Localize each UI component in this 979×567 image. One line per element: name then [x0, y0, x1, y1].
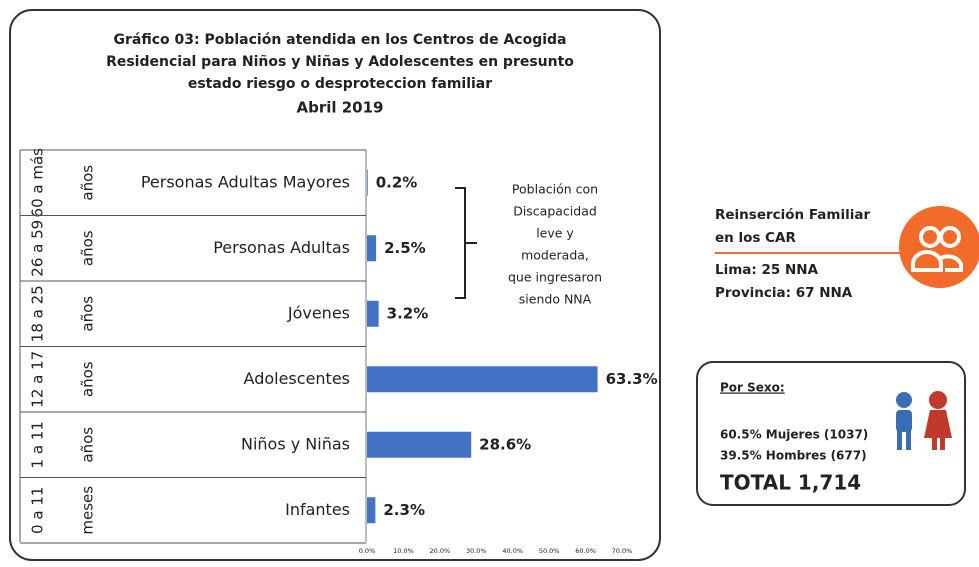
- value-label: 0.2%: [376, 173, 418, 191]
- age-group: meses: [79, 486, 97, 535]
- sex-line: 60.5% Mujeres (1037): [720, 428, 868, 442]
- age-group: 26 a 59: [29, 220, 47, 277]
- x-tick-label: 70.0%: [612, 547, 633, 555]
- bar: [367, 170, 368, 196]
- value-label: 28.6%: [479, 435, 531, 453]
- family-icon: [899, 206, 979, 288]
- annotation: Discapacidad: [513, 204, 597, 219]
- infographic: Gráfico 03: Población atendida en los Ce…: [0, 0, 979, 567]
- bar: [367, 366, 598, 392]
- age-group: 1 a 11: [29, 421, 47, 468]
- annotation: siendo NNA: [519, 292, 592, 307]
- annotation: leve y: [536, 226, 574, 241]
- chart-title: Residencial para Niños y Niñas y Adolesc…: [106, 54, 574, 70]
- value-label: 2.3%: [383, 501, 425, 519]
- chart-title: estado riesgo o desproteccion familiar: [188, 76, 492, 92]
- chart-subtitle: Abril 2019: [297, 99, 384, 117]
- age-group: años: [79, 361, 97, 397]
- x-tick-label: 50.0%: [539, 547, 560, 555]
- age-group: años: [79, 230, 97, 266]
- annotation: moderada,: [521, 248, 589, 263]
- category-label: Personas Adultas: [213, 238, 350, 257]
- reinsercion-line: Lima: 25 NNA: [715, 262, 819, 278]
- category-label: Jóvenes: [287, 303, 350, 322]
- age-group: años: [79, 165, 97, 201]
- category-label: Adolescentes: [244, 369, 350, 388]
- value-label: 2.5%: [384, 239, 426, 257]
- annotation: que ingresaron: [508, 270, 602, 285]
- reinsercion-line: Provincia: 67 NNA: [715, 285, 853, 301]
- bar: [367, 432, 471, 458]
- value-label: 63.3%: [606, 370, 658, 388]
- age-group: 18 a 25: [29, 285, 47, 342]
- age-group: 12 a 17: [29, 351, 47, 408]
- sex-title: Por Sexo:: [720, 381, 785, 395]
- x-tick-label: 0.0%: [359, 547, 376, 555]
- bar: [367, 235, 376, 261]
- reinsercion-title: en los CAR: [715, 230, 796, 246]
- annotation: Población con: [512, 182, 598, 197]
- age-group: 60 a más: [29, 148, 47, 218]
- sex-total: TOTAL 1,714: [720, 471, 861, 495]
- bar: [367, 301, 379, 327]
- page: Gráfico 03: Población atendida en los Ce…: [0, 0, 979, 567]
- age-group: años: [79, 427, 97, 463]
- category-label: Niños y Niñas: [241, 434, 350, 453]
- x-tick-label: 40.0%: [502, 547, 523, 555]
- x-tick-label: 60.0%: [575, 547, 596, 555]
- x-tick-label: 10.0%: [393, 547, 414, 555]
- category-label: Infantes: [285, 500, 350, 519]
- age-group: 0 a 11: [29, 487, 47, 534]
- reinsercion-title: Reinserción Familiar: [715, 207, 870, 223]
- x-tick-label: 30.0%: [466, 547, 487, 555]
- age-group: años: [79, 296, 97, 332]
- bar: [367, 497, 375, 523]
- sex-line: 39.5% Hombres (677): [720, 449, 867, 463]
- value-label: 3.2%: [387, 304, 429, 322]
- x-tick-label: 20.0%: [430, 547, 451, 555]
- chart-title: Gráfico 03: Población atendida en los Ce…: [114, 32, 567, 48]
- category-label: Personas Adultas Mayores: [141, 172, 350, 191]
